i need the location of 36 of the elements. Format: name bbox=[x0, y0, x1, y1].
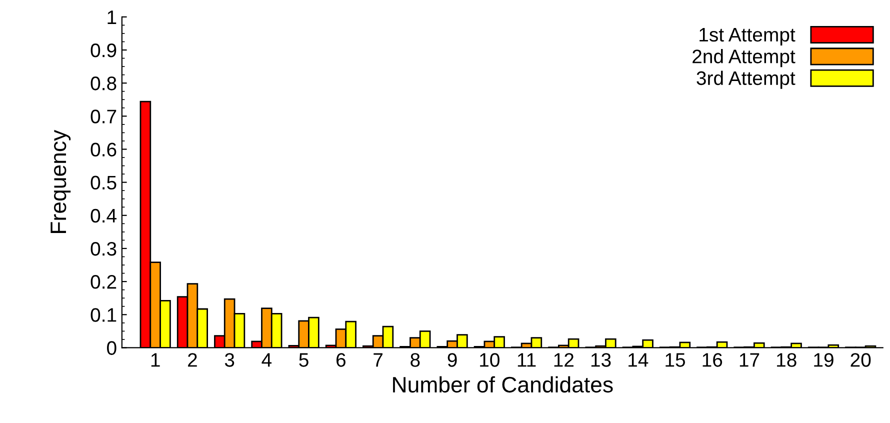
x-tick-label: 2 bbox=[188, 353, 197, 367]
y-tick-label: 0.5 bbox=[90, 176, 116, 190]
x-tick-label: 16 bbox=[702, 353, 722, 367]
y-tick-label: 0.9 bbox=[90, 43, 116, 58]
y-tick-label: 0.6 bbox=[90, 142, 116, 156]
y-tick-label: 0.4 bbox=[90, 208, 116, 223]
y-tick-label: 0.3 bbox=[90, 242, 116, 256]
legend-label: 1st Attempt bbox=[700, 28, 796, 46]
y-tick-label: 0.8 bbox=[90, 76, 116, 90]
x-tick-label: 14 bbox=[628, 353, 648, 367]
x-tick-label: 12 bbox=[554, 353, 574, 367]
x-tick-label: 3 bbox=[224, 353, 234, 367]
x-tick-label: 15 bbox=[666, 353, 686, 367]
x-tick-label: 11 bbox=[518, 353, 536, 367]
x-tick-label: 1 bbox=[151, 353, 160, 367]
y-tick-label: 0.1 bbox=[90, 308, 116, 322]
y-axis-title: Frequency bbox=[50, 130, 71, 233]
x-tick-label: 5 bbox=[299, 353, 308, 367]
x-tick-label: 4 bbox=[262, 353, 272, 367]
y-tick-label: 1 bbox=[108, 10, 116, 24]
y-tick-label: 0.7 bbox=[90, 110, 116, 124]
y-tick-label: 0.2 bbox=[90, 275, 116, 289]
x-tick-label: 17 bbox=[740, 353, 760, 367]
x-tick-label: 9 bbox=[448, 353, 457, 367]
x-tick-label: 13 bbox=[591, 353, 611, 367]
x-axis-title: Number of Candidates bbox=[393, 376, 613, 393]
x-tick-label: 20 bbox=[850, 353, 871, 367]
legend-label: 2nd Attempt bbox=[692, 49, 796, 68]
x-tick-label: 18 bbox=[777, 353, 796, 367]
legend-label: 3rd Attempt bbox=[696, 70, 796, 89]
x-tick-label: 6 bbox=[336, 353, 346, 367]
x-tick-label: 8 bbox=[410, 353, 420, 367]
y-tick-label: 0 bbox=[107, 341, 116, 355]
x-tick-label: 19 bbox=[814, 353, 834, 367]
x-tick-label: 7 bbox=[374, 353, 382, 367]
x-tick-label: 10 bbox=[480, 353, 500, 367]
